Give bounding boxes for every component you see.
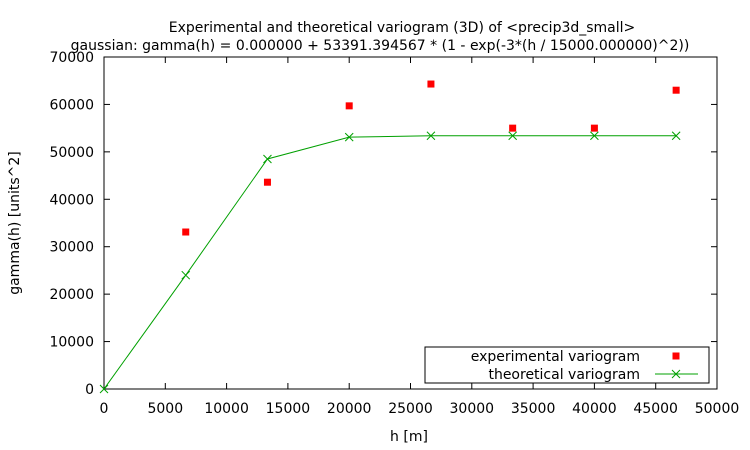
theoretical-variogram-line [103, 135, 677, 390]
x-tick-label: 25000 [388, 401, 433, 417]
theoretical-variogram-point [344, 132, 354, 142]
x-tick-label: 10000 [204, 401, 249, 417]
x-tick-label: 50000 [695, 401, 740, 417]
experimental-variogram-point [427, 80, 435, 88]
chart-subtitle: gaussian: gamma(h) = 0.000000 + 53391.39… [71, 38, 690, 54]
x-tick-label: 15000 [266, 401, 311, 417]
x-marker-stroke [671, 131, 681, 141]
theoretical-variogram-point [671, 131, 681, 141]
theoretical-variogram-point [508, 131, 518, 141]
legend-label: theoretical variogram [488, 367, 640, 383]
experimental-variogram-point [263, 178, 271, 186]
chart-title: Experimental and theoretical variogram (… [169, 20, 636, 36]
y-axis-label: gamma(h) [units^2] [7, 151, 23, 295]
x-marker-stroke [508, 131, 518, 141]
plot-frame [103, 56, 718, 390]
theoretical-variogram-point [181, 270, 191, 280]
theoretical-variogram-point [99, 384, 109, 394]
theoretical-variogram-point [426, 131, 436, 141]
y-tick-label: 70000 [49, 50, 94, 66]
x-marker-stroke [344, 132, 354, 142]
x-marker-stroke [181, 270, 191, 280]
theoretical-variogram-point [263, 154, 272, 164]
x-marker-stroke [99, 384, 109, 394]
plot-area: 0 5000 10000 15000 20000 25000 30000 35000 40000… [49, 50, 739, 417]
x-tick-label: 35000 [511, 401, 556, 417]
y-tick-label: 60000 [49, 97, 94, 113]
legend-x-marker [671, 369, 681, 379]
x-tick-label: 30000 [450, 401, 495, 417]
experimental-variogram-point [672, 86, 680, 94]
x-marker-stroke [426, 131, 436, 141]
y-tick-label: 30000 [49, 240, 94, 256]
y-tick-label: 20000 [49, 287, 94, 303]
legend-box [424, 346, 710, 384]
x-marker-stroke [671, 369, 681, 379]
legend-square-marker [672, 352, 680, 360]
x-tick-label: 0 [100, 401, 109, 417]
experimental-variogram-point [345, 102, 353, 110]
x-marker-stroke [263, 154, 272, 164]
x-tick-label: 5000 [147, 401, 183, 417]
y-tick-label: 50000 [49, 145, 94, 161]
x-tick-label: 40000 [572, 401, 617, 417]
y-tick-label: 10000 [49, 335, 94, 351]
x-marker-stroke [590, 131, 599, 141]
experimental-variogram-point [590, 124, 598, 132]
y-tick-label: 40000 [49, 192, 94, 208]
x-tick-label: 20000 [327, 401, 372, 417]
experimental-variogram-point [182, 228, 190, 236]
y-tick-label: 0 [85, 382, 94, 398]
x-axis-label: h [m] [390, 429, 428, 445]
experimental-variogram-point [509, 124, 517, 132]
legend-label: experimental variogram [471, 349, 640, 365]
legend: experimental variogram theoretical variog… [424, 346, 710, 384]
theoretical-variogram-point [590, 131, 599, 141]
x-tick-label: 45000 [633, 401, 678, 417]
